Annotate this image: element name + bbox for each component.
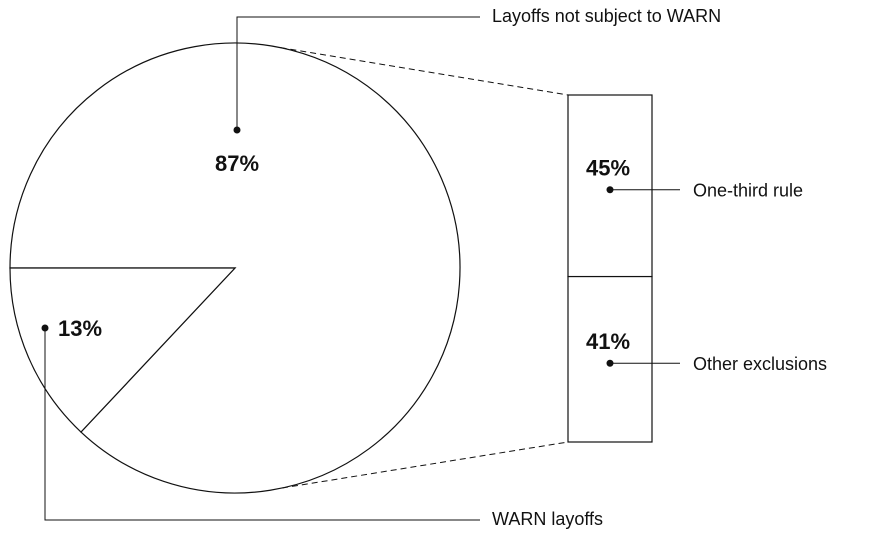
connector bbox=[281, 441, 569, 489]
leader-dot bbox=[606, 186, 614, 194]
leader-dot bbox=[41, 324, 49, 332]
category-label: Other exclusions bbox=[693, 354, 827, 374]
leader-dot bbox=[606, 359, 614, 367]
category-label: One-third rule bbox=[693, 181, 803, 201]
value-label: 87% bbox=[215, 151, 259, 176]
leader-line bbox=[236, 16, 480, 130]
bar-segment bbox=[567, 275, 653, 443]
category-label: Layoffs not subject to WARN bbox=[492, 6, 721, 26]
category-label: WARN layoffs bbox=[492, 509, 603, 529]
bar-segment bbox=[567, 94, 653, 278]
connector bbox=[280, 47, 569, 96]
value-label: 13% bbox=[58, 316, 102, 341]
value-label: 41% bbox=[586, 329, 630, 354]
pie-slice bbox=[9, 267, 237, 433]
leader-dot bbox=[233, 126, 241, 134]
leader-line bbox=[44, 328, 480, 521]
value-label: 45% bbox=[586, 156, 630, 181]
